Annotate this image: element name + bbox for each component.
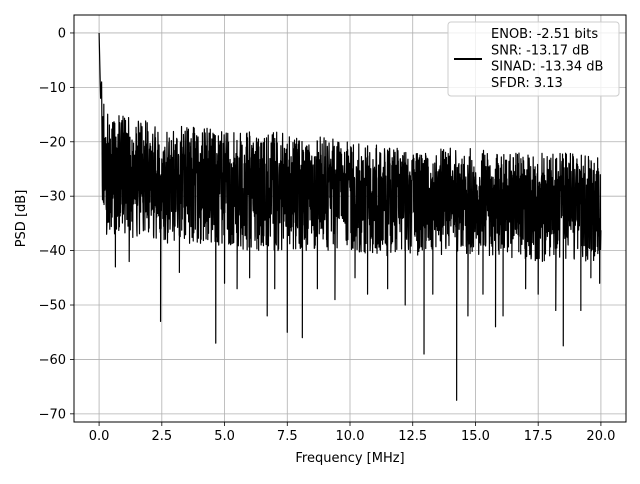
x-tick-label: 7.5 [277,429,298,444]
legend: ENOB: -2.51 bits SNR: -13.17 dB SINAD: -13… [447,21,620,97]
y-tick-label: −70 [39,407,66,422]
series-psd [98,32,602,401]
legend-line: SINAD: -13.34 dB [491,60,603,75]
x-tick-label: 2.5 [151,429,172,444]
x-tick-label: 10.0 [336,429,365,444]
legend-line: SNR: -13.17 dB [491,43,589,58]
y-tick-label: −20 [39,135,66,150]
x-axis-label: Frequency [MHz] [295,451,404,466]
x-tick-label: 15.0 [461,429,490,444]
x-tick-label: 12.5 [398,429,427,444]
x-tick-label: 0.0 [89,429,110,444]
x-ticks: 0.0 2.5 5.0 7.5 10.0 12.5 15.0 17.5 20.0 [89,422,615,444]
y-ticks: 0 −10 −20 −30 −40 −50 −60 −70 [39,26,74,422]
x-tick-label: 5.0 [214,429,235,444]
legend-line: ENOB: -2.51 bits [491,27,598,42]
y-tick-label: −60 [39,353,66,368]
y-tick-label: −50 [39,299,66,314]
x-tick-label: 17.5 [524,429,553,444]
psd-trace-line [98,32,602,401]
x-tick-label: 20.0 [586,429,615,444]
y-tick-label: −30 [39,190,66,205]
legend-label: ENOB: -2.51 bits SNR: -13.17 dB SINAD: -13… [491,27,603,91]
y-tick-label: −40 [39,244,66,259]
legend-box [447,21,620,97]
legend-line: SFDR: 3.13 [491,76,563,91]
y-tick-label: 0 [58,26,66,41]
y-tick-label: −10 [39,81,66,96]
y-axis-label: PSD [dB] [14,190,29,248]
